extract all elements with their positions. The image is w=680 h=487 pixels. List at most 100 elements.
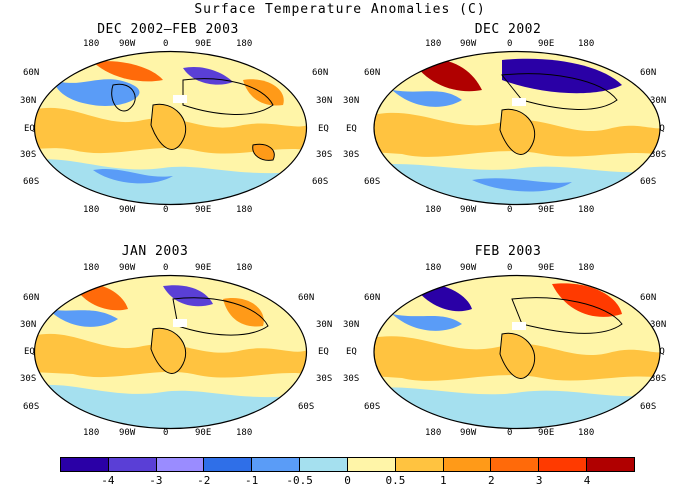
colorbar-swatch xyxy=(539,458,588,471)
lat-label: 30S xyxy=(650,150,667,160)
lon-label: 90W xyxy=(119,205,136,215)
lat-label: EQ xyxy=(318,347,329,357)
lon-label: 180 xyxy=(83,205,100,215)
lat-label: EQ xyxy=(346,347,357,357)
lon-label: 90E xyxy=(195,39,212,49)
lon-label: 0 xyxy=(507,428,513,438)
panel-title-3: JAN 2003 xyxy=(121,244,189,259)
lon-label: 0 xyxy=(507,263,513,273)
lon-label: 90E xyxy=(195,428,212,438)
lon-label: 90E xyxy=(538,263,555,273)
colorbar-swatch xyxy=(204,458,253,471)
colorbar-swatch xyxy=(443,458,492,471)
lat-label: 30S xyxy=(343,150,360,160)
lon-label: 90W xyxy=(119,263,136,273)
lon-label: 90W xyxy=(460,205,477,215)
lat-label: 60S xyxy=(364,177,381,187)
lon-label: 90E xyxy=(195,263,212,273)
lat-label: 60N xyxy=(364,68,381,78)
lat-label: 30S xyxy=(20,150,37,160)
lat-label: 60N xyxy=(312,68,329,78)
lat-label: 60S xyxy=(364,402,381,412)
colorbar-swatch xyxy=(156,458,205,471)
colorbar-swatch xyxy=(108,458,157,471)
lat-label: 60N xyxy=(640,68,657,78)
lat-label: EQ xyxy=(24,347,35,357)
lat-label: EQ xyxy=(24,124,35,134)
colorbar-tick-label: -1 xyxy=(245,474,259,487)
lon-label: 90W xyxy=(119,39,136,49)
colorbar-swatch xyxy=(300,458,348,471)
colorbar-swatch xyxy=(491,458,540,471)
lon-label: 90E xyxy=(538,205,555,215)
lon-label: 0 xyxy=(507,205,513,215)
lat-label: 60S xyxy=(640,402,657,412)
lon-label: 180 xyxy=(578,428,595,438)
lat-label: 30S xyxy=(20,374,37,384)
lon-label: 90E xyxy=(538,428,555,438)
lon-label: 0 xyxy=(163,39,169,49)
lat-label: 30N xyxy=(20,320,37,330)
colorbar-swatch xyxy=(61,458,109,471)
lat-label: 60N xyxy=(23,68,40,78)
colorbar-tick-label: 0.5 xyxy=(385,474,406,487)
colorbar-tick-label: 0 xyxy=(344,474,351,487)
lon-label: 180 xyxy=(578,39,595,49)
lat-label: 30N xyxy=(343,96,360,106)
lat-label: 30S xyxy=(343,374,360,384)
lon-label: 0 xyxy=(163,263,169,273)
lat-label: 30S xyxy=(316,374,333,384)
colorbar-tick-label: -4 xyxy=(101,474,115,487)
colorbar-tick-label: 1 xyxy=(440,474,447,487)
lon-label: 90W xyxy=(460,428,477,438)
lon-label: 180 xyxy=(425,428,442,438)
map-panel-1 xyxy=(33,50,308,206)
lat-label: 30N xyxy=(343,320,360,330)
lon-label: 180 xyxy=(425,205,442,215)
lat-label: 30N xyxy=(316,320,333,330)
map-panel-4 xyxy=(373,274,661,430)
figure-title: Surface Temperature Anomalies (C) xyxy=(194,2,486,17)
lat-label: 30S xyxy=(316,150,333,160)
lat-label: 60N xyxy=(298,293,315,303)
lon-label: 90W xyxy=(119,428,136,438)
lat-label: 60N xyxy=(364,293,381,303)
lat-label: 60S xyxy=(312,177,329,187)
lat-label: 30S xyxy=(650,374,667,384)
lat-label: 30N xyxy=(316,96,333,106)
lon-label: 0 xyxy=(163,205,169,215)
lon-label: 90W xyxy=(460,263,477,273)
lat-label: EQ xyxy=(346,124,357,134)
lat-label: 60N xyxy=(640,293,657,303)
lon-label: 180 xyxy=(578,205,595,215)
lon-label: 180 xyxy=(425,39,442,49)
colorbar-tick-label: 2 xyxy=(487,474,495,487)
lon-label: 180 xyxy=(425,263,442,273)
lat-label: 30N xyxy=(650,96,667,106)
lat-label: 60S xyxy=(298,402,315,412)
lat-label: 60S xyxy=(23,402,40,412)
panel-title-2: DEC 2002 xyxy=(474,22,542,37)
lon-label: 180 xyxy=(236,263,253,273)
colorbar-swatch xyxy=(587,458,634,471)
colorbar-tick-label: -2 xyxy=(197,474,211,487)
lon-label: 180 xyxy=(236,205,253,215)
colorbar-tick-label: -3 xyxy=(149,474,163,487)
lon-label: 90W xyxy=(460,39,477,49)
lat-label: 60S xyxy=(23,177,40,187)
colorbar-swatch xyxy=(347,458,396,471)
lon-label: 180 xyxy=(83,428,100,438)
map-panel-3 xyxy=(33,274,308,430)
colorbar-tick-label: -0.5 xyxy=(286,474,313,487)
lat-label: 30N xyxy=(20,96,37,106)
lon-label: 180 xyxy=(83,39,100,49)
panel-title-1: DEC 2002—FEB 2003 xyxy=(97,22,239,37)
lat-label: 60N xyxy=(23,293,40,303)
map-panel-2 xyxy=(373,50,661,206)
lon-label: 180 xyxy=(236,428,253,438)
lat-label: EQ xyxy=(318,124,329,134)
lon-label: 180 xyxy=(578,263,595,273)
lon-label: 180 xyxy=(83,263,100,273)
lon-label: 0 xyxy=(163,428,169,438)
lon-label: 90E xyxy=(538,39,555,49)
